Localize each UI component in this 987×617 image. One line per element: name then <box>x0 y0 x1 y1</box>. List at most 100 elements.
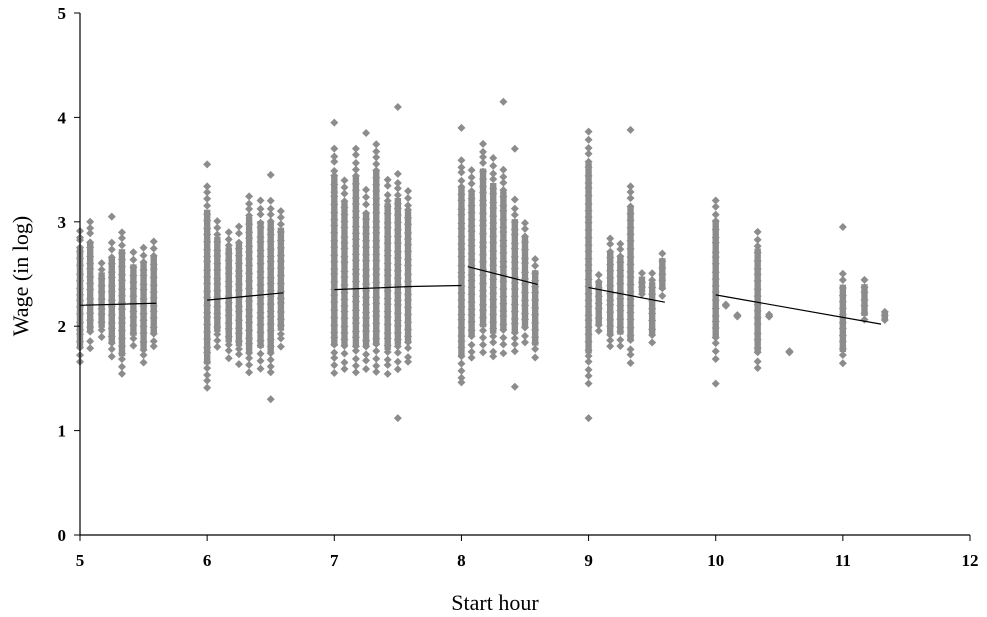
data-point <box>626 301 635 310</box>
data-point <box>393 169 402 178</box>
data-point <box>256 196 265 205</box>
data-point <box>362 229 371 238</box>
data-point <box>330 353 339 362</box>
data-point <box>584 149 593 158</box>
data-point <box>97 318 106 327</box>
data-point <box>107 281 116 290</box>
data-point <box>510 144 519 153</box>
data-point <box>340 233 349 242</box>
data-point <box>584 254 593 263</box>
data-point <box>129 263 138 272</box>
data-point <box>149 260 158 269</box>
data-point <box>457 224 466 233</box>
data-point <box>606 234 615 243</box>
data-point <box>510 195 519 204</box>
data-point <box>117 355 126 364</box>
data-point <box>117 285 126 294</box>
data-point <box>362 193 371 202</box>
data-point <box>245 211 254 220</box>
data-point <box>499 349 508 358</box>
data-point <box>383 181 392 190</box>
data-point <box>203 237 212 246</box>
data-point <box>457 261 466 270</box>
data-point <box>393 191 402 200</box>
data-point <box>499 284 508 293</box>
data-point <box>129 334 138 343</box>
data-point <box>457 366 466 375</box>
data-point <box>86 316 95 325</box>
data-point <box>224 256 233 265</box>
data-point <box>584 365 593 374</box>
data-point <box>224 269 233 278</box>
data-point <box>860 296 869 305</box>
data-point <box>467 166 476 175</box>
data-point <box>753 248 762 257</box>
data-point <box>234 286 243 295</box>
data-point <box>117 228 126 237</box>
data-point <box>521 338 529 347</box>
data-point <box>467 270 476 279</box>
data-point <box>711 323 720 332</box>
data-point <box>457 331 466 340</box>
data-point <box>245 339 254 348</box>
data-point <box>479 216 488 225</box>
data-point <box>362 365 371 374</box>
data-point <box>97 295 106 304</box>
data-point <box>351 277 360 286</box>
data-point <box>711 225 720 234</box>
data-point <box>479 340 488 349</box>
data-point <box>584 275 593 284</box>
data-point <box>479 238 488 247</box>
data-point <box>510 278 519 287</box>
data-point <box>256 328 265 337</box>
data-point <box>584 218 593 227</box>
data-point <box>266 230 275 239</box>
data-point <box>256 308 265 317</box>
data-point <box>626 350 635 359</box>
data-point <box>393 204 402 213</box>
data-point <box>149 342 158 351</box>
data-point <box>711 281 720 290</box>
data-point <box>276 298 285 307</box>
data-point <box>266 300 275 309</box>
data-point <box>626 358 635 367</box>
data-point <box>266 307 275 316</box>
data-point <box>340 301 349 310</box>
data-point <box>457 176 466 185</box>
data-point <box>86 238 95 247</box>
data-point <box>616 335 625 344</box>
data-point <box>626 308 635 317</box>
data-point <box>139 258 148 267</box>
data-point <box>129 278 138 287</box>
data-point <box>203 320 212 329</box>
data-point <box>351 306 360 315</box>
data-point <box>351 292 360 301</box>
data-point <box>489 332 498 341</box>
data-point <box>351 342 360 351</box>
data-point <box>256 356 265 365</box>
fit-line <box>467 266 538 286</box>
data-point <box>383 271 392 280</box>
data-point <box>86 217 95 226</box>
data-point <box>711 379 720 388</box>
data-point <box>499 277 508 286</box>
data-point <box>234 316 243 325</box>
data-point <box>648 330 657 339</box>
data-point <box>711 268 720 277</box>
data-point <box>86 323 95 332</box>
data-point <box>616 239 625 248</box>
data-point <box>404 303 413 312</box>
data-point <box>351 150 360 159</box>
data-point <box>404 187 413 196</box>
data-point <box>351 144 360 153</box>
data-point <box>234 244 243 253</box>
data-point <box>711 275 720 284</box>
data-point <box>107 345 116 354</box>
data-point <box>499 236 508 245</box>
y-tick-label: 3 <box>58 213 67 232</box>
data-point <box>266 264 275 273</box>
data-point <box>711 253 720 262</box>
data-point <box>457 282 466 291</box>
data-point <box>340 217 349 226</box>
